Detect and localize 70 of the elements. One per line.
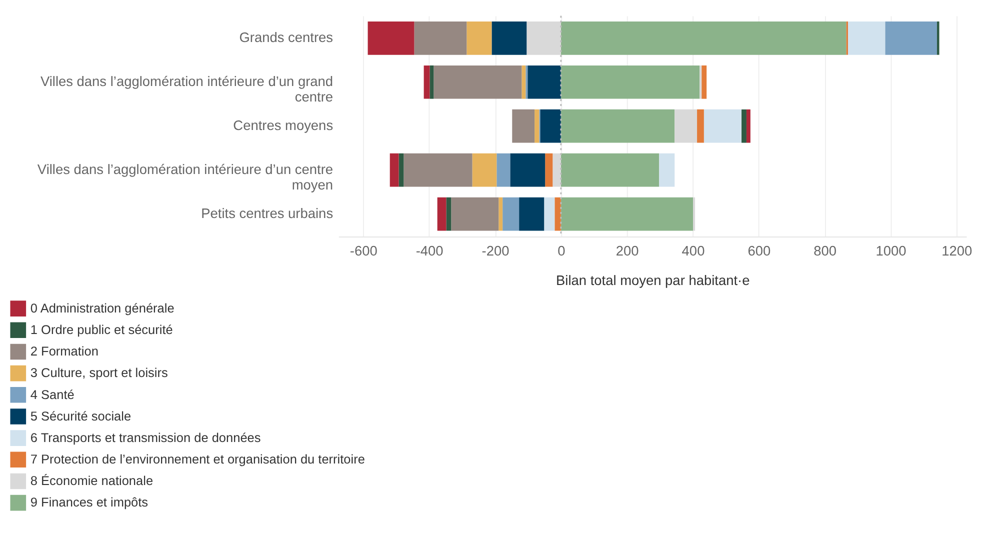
bar [512, 109, 535, 143]
bar [560, 109, 675, 143]
x-tick-label: 1200 [942, 244, 973, 259]
y-tick-label: Villes dans l’agglomération intérieure d’un centre moyen [37, 162, 334, 193]
bar [659, 153, 675, 187]
x-tick-label: 200 [616, 244, 640, 259]
bar [390, 153, 399, 187]
x-tick-label: 400 [682, 244, 706, 259]
bar [528, 65, 561, 99]
bar [560, 21, 846, 55]
legend-label: 9 Finances et impôts [30, 494, 148, 510]
x-axis-title: Bilan total moyen par habitant·e [556, 273, 750, 288]
legend-label: 6 Transports et transmission de données [30, 430, 261, 445]
y-tick-label: Grands centres [239, 30, 334, 46]
bar [552, 153, 561, 187]
legend-label: 8 Économie nationale [30, 473, 154, 488]
bar [414, 21, 467, 55]
legend-label: 1 Ordre public et sécurité [30, 322, 173, 338]
bar [437, 197, 446, 231]
legend-label: 7 Protection de l’environnement et organisation du territoire [30, 452, 365, 467]
bar [742, 109, 746, 143]
bar [451, 197, 499, 231]
bar [702, 65, 707, 99]
bar [510, 153, 546, 187]
x-tick-label: 0 [558, 244, 566, 259]
bar [492, 21, 527, 55]
bar [466, 21, 492, 55]
bar [704, 109, 742, 143]
bar [502, 197, 520, 231]
bar [560, 153, 660, 187]
y-tick-label: Centres moyens [233, 118, 334, 134]
bar [848, 21, 886, 55]
bar [560, 197, 694, 231]
x-tick-label: 600 [748, 244, 771, 259]
bar [368, 21, 414, 55]
bar [526, 21, 561, 55]
y-tick-label: Villes dans l’agglomération intérieure d’un grand centre [40, 74, 334, 105]
legend-label: 0 Administration générale [30, 300, 174, 316]
bar [746, 109, 750, 143]
bar [498, 197, 503, 231]
legend-label: 4 Santé [30, 386, 74, 402]
bar [446, 197, 452, 231]
bar [885, 21, 937, 55]
bar [398, 153, 404, 187]
bar [424, 65, 430, 99]
bar [434, 65, 522, 99]
bar [472, 153, 497, 187]
bar [496, 153, 510, 187]
x-tick-label: 1000 [876, 244, 907, 259]
bar [544, 197, 555, 231]
bar [674, 109, 698, 143]
bar [936, 21, 940, 55]
legend-label: 3 Culture, sport et loisirs [30, 365, 168, 380]
y-tick-label: Petits centres urbains [201, 206, 334, 221]
bar [697, 109, 704, 143]
bar [554, 197, 561, 231]
bar [522, 65, 526, 99]
x-tick-label: -200 [482, 244, 510, 259]
bar [540, 109, 561, 143]
x-tick-label: 800 [814, 244, 837, 259]
legend-label: 2 Formation [30, 344, 98, 359]
legend-label: 5 Sécurité sociale [30, 408, 132, 424]
x-tick-label: -600 [350, 244, 378, 259]
x-tick-label: -400 [416, 244, 444, 259]
bar [534, 109, 540, 143]
bar [404, 153, 472, 187]
bar [560, 65, 700, 99]
bar [519, 197, 544, 231]
bar [430, 65, 434, 99]
bar [545, 153, 553, 187]
